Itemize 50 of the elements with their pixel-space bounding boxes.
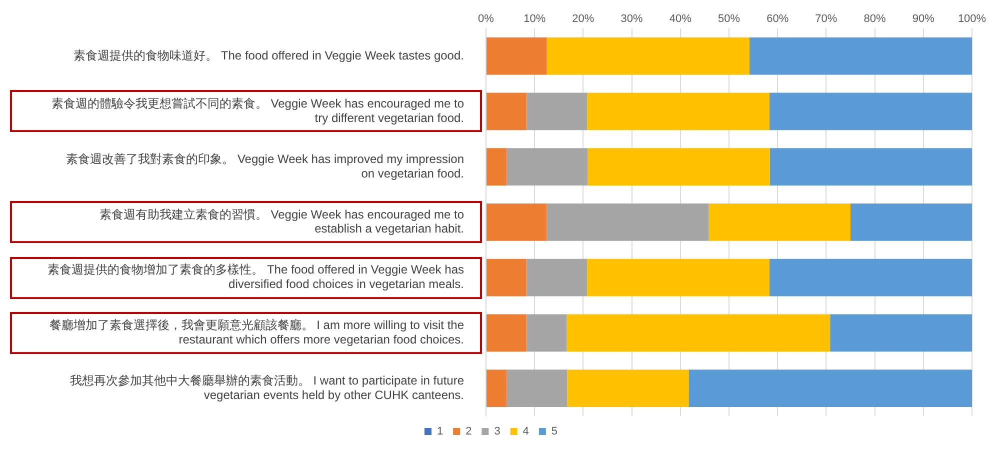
bar — [567, 370, 689, 407]
legend-label: 1 — [436, 426, 444, 438]
x-tick-label: 10% — [524, 12, 546, 25]
bar — [486, 258, 526, 296]
x-tick-label: 70% — [815, 12, 838, 25]
bar — [506, 370, 568, 407]
y-tick-label: 餐廳增加了素食選擇後，我會更願意光顧該餐廳。 I am more willing to visit the restaurant which offers more vegetarian food choices. — [49, 318, 464, 346]
bar — [587, 92, 770, 130]
bar — [486, 204, 547, 241]
bar — [486, 370, 506, 407]
x-tick-label: 80% — [864, 12, 886, 25]
x-tick-label: 30% — [620, 12, 644, 25]
bar — [486, 314, 526, 352]
bar — [770, 148, 972, 186]
bar — [588, 148, 770, 186]
y-tick-label: 素食週的體驗令我更想嘗試不同的素食。 Veggie Week has encouraged me to try different vegetarian food. — [51, 96, 464, 125]
bar — [506, 148, 588, 186]
bar — [486, 148, 506, 186]
bar — [769, 258, 972, 296]
bar — [566, 314, 830, 352]
bar — [850, 204, 972, 241]
bar — [688, 370, 972, 407]
bar — [526, 92, 588, 130]
legend-label: 2 — [466, 426, 472, 438]
bar — [749, 37, 972, 75]
y-tick-label: 素食週提供的食物味道好。 The food offered in Veggie Week tastes good. — [74, 48, 464, 62]
y-tick-label: 素食週改善了我對素食的印象。 Veggie Week has improved my impression on vegetarian food. — [66, 152, 464, 180]
bar — [486, 92, 526, 130]
bar — [526, 314, 567, 352]
bar — [486, 37, 547, 75]
bar — [546, 37, 750, 75]
bar — [587, 258, 770, 296]
legend-label: 3 — [494, 426, 500, 438]
x-tick-label: 40% — [669, 12, 692, 25]
y-tick-label: 我想再次參加其他中大餐廳舉辦的素食活動。 I want to participate in future vegetarian events held by other CUHK canteens. — [70, 373, 464, 402]
legend-label: 5 — [551, 426, 558, 438]
x-tick-label: 90% — [912, 12, 935, 25]
y-tick-label: 素食週提供的食物增加了素食的多樣性。 The food offered in Veggie Week has diversified food choices in vegetarian meals. — [48, 262, 464, 292]
bar — [708, 204, 850, 241]
bar — [830, 314, 972, 352]
bar — [769, 92, 972, 130]
x-tick-label: 50% — [718, 12, 740, 25]
bar — [546, 204, 709, 241]
bar — [526, 258, 588, 296]
x-tick-label: 60% — [766, 12, 789, 25]
legend-label: 4 — [522, 426, 529, 438]
x-tick-label: 20% — [572, 12, 594, 25]
x-tick-label: 0% — [478, 12, 494, 25]
y-tick-label: 素食週有助我建立素食的習慣。 Veggie Week has encouraged me to establish a vegetarian habit. — [99, 207, 464, 236]
x-tick-label: 100% — [958, 12, 986, 25]
